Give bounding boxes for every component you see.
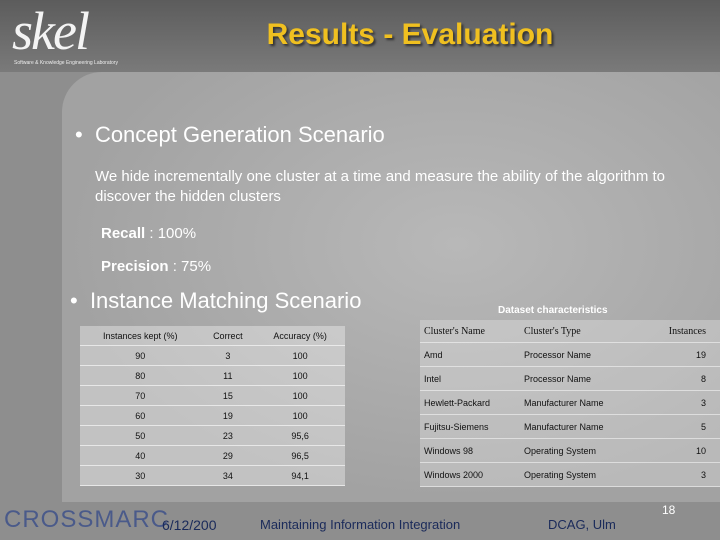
row: 30 34 94,1 [80,465,345,486]
cell: 5 [642,414,720,439]
cell: 19 [200,405,256,426]
table-title: Dataset characteristics [498,305,608,316]
cell: Manufacturer Name [520,414,643,439]
cell: 100 [255,365,345,386]
cell: Fujitsu-Siemens [420,414,520,439]
cell: 29 [200,445,256,466]
header-band [0,0,720,72]
cell: Intel [420,366,520,391]
cell: Windows 2000 [420,462,520,487]
row: Fujitsu-Siemens Manufacturer Name 5 [420,414,720,439]
row: 70 15 100 [80,385,345,406]
slide-title: Results - Evaluation [266,18,554,51]
header-cell: Accuracy (%) [255,326,345,346]
row: 60 19 100 [80,405,345,426]
cell: 15 [200,385,256,406]
footer-date: 6/12/200 [162,517,217,533]
cell: 3 [200,345,256,366]
row: Windows 2000 Operating System 3 [420,462,720,487]
cell: 90 [80,345,201,366]
header-row: Cluster's Name Cluster's Type Instances [420,320,720,343]
cell: 100 [255,385,345,406]
bullet-text: Concept Generation Scenario [94,122,385,147]
cell: 80 [80,365,201,386]
accuracy-table: Instances kept (%) Correct Accuracy (%) 90 3… [80,326,345,486]
cell: 94,1 [255,465,345,486]
cell: Operating System [520,462,643,487]
footer-logo: CROSSMARC [4,506,170,533]
header-cell: Instances [642,320,720,343]
row: 80 11 100 [80,365,345,386]
cell: Operating System [520,438,643,463]
cell: Processor Name [520,342,643,367]
bullet: • Instance Matching Scenario [70,288,362,313]
row: 40 29 96,5 [80,445,345,466]
row: Intel Processor Name 8 [420,366,720,391]
row: Amd Processor Name 19 [420,342,720,367]
cell: 95,6 [255,425,345,446]
cell: 100 [255,345,345,366]
cell: 34 [200,465,256,486]
dataset-table: Cluster's Name Cluster's Type Instances Amd… [420,320,720,487]
cell: 19 [642,342,720,367]
row: 90 3 100 [80,345,345,366]
cell: Manufacturer Name [520,390,643,415]
logo: skel [12,1,90,61]
cell: 23 [200,425,256,446]
cell: 3 [642,462,720,487]
bullet-text: Instance Matching Scenario [89,288,362,313]
recall: Recall : 100% [101,225,196,242]
row: 50 23 95,6 [80,425,345,446]
header-cell: Correct [200,326,256,346]
cell: 8 [642,366,720,391]
cell: Processor Name [520,366,643,391]
cell: 60 [80,405,201,426]
label: Precision [101,258,169,275]
bullet: • Concept Generation Scenario [75,122,385,147]
footer-venue: DCAG, Ulm [548,517,616,532]
label: Recall [101,225,146,242]
cell: 30 [80,465,201,486]
cell: Windows 98 [420,438,520,463]
cell: 40 [80,445,201,466]
value: : 100% [149,225,197,242]
header-cell: Cluster's Name [420,320,520,343]
header-cell: Cluster's Type [520,320,643,343]
row: Windows 98 Operating System 10 [420,438,720,463]
cell: 50 [80,425,201,446]
cell: 10 [642,438,720,463]
row: Hewlett-Packard Manufacturer Name 3 [420,390,720,415]
cell: 3 [642,390,720,415]
cell: Hewlett-Packard [420,390,520,415]
value: : 75% [172,258,212,275]
cell: Amd [420,342,520,367]
header-cell: Instances kept (%) [80,326,201,346]
cell: 96,5 [255,445,345,466]
logo-subtitle: Software & Knowledge Engineering Laborat… [14,60,118,66]
cell: 70 [80,385,201,406]
precision: Precision : 75% [101,258,211,275]
paragraph: We hide incrementally one cluster at a t… [95,168,666,205]
cell: 100 [255,405,345,426]
header-row: Instances kept (%) Correct Accuracy (%) [80,326,345,346]
footer-topic: Maintaining Information Integration [260,517,461,532]
cell: 11 [200,365,256,386]
page-number: 18 [662,503,676,517]
